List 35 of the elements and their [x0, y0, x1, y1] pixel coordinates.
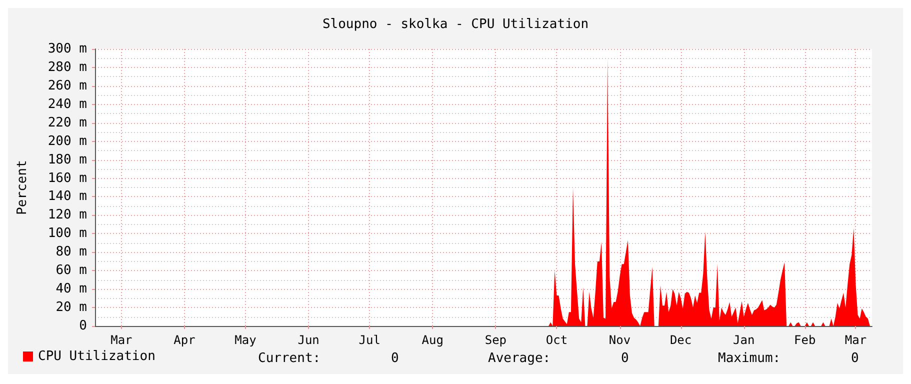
- y-tick-label: 220 m: [48, 115, 88, 130]
- text: Current: 0: [258, 351, 399, 366]
- x-tick-label: Mar: [844, 333, 867, 347]
- y-tick-label: 80 m: [56, 244, 88, 260]
- y-tick-label: 160 m: [48, 170, 88, 186]
- y-tick-label: 60 m: [56, 263, 88, 278]
- x-tick-label: Aug: [422, 333, 444, 347]
- y-tick-label: 120 m: [48, 208, 88, 223]
- x-tick-label: Dec: [670, 333, 692, 347]
- text: Average: 0: [488, 351, 629, 366]
- x-tick-label: Oct: [546, 333, 568, 347]
- y-tick-label: 240 m: [48, 96, 88, 112]
- y-tick-label: 280 m: [48, 60, 88, 75]
- chart-title: Sloupno - skolka - CPU Utilization: [322, 17, 589, 32]
- y-tick-label: 40 m: [56, 282, 88, 297]
- y-tick-label: 200 m: [48, 134, 88, 149]
- x-tick-label: Nov: [608, 333, 631, 347]
- y-tick-label: 180 m: [48, 152, 88, 168]
- y-tick-label: 300 m: [48, 42, 88, 56]
- x-tick-label: May: [234, 333, 256, 347]
- y-tick-label: 140 m: [48, 189, 88, 204]
- y-axis-title: Percent: [15, 160, 30, 215]
- y-tick-label: 100 m: [48, 226, 88, 242]
- x-tick-label: Apr: [174, 333, 196, 347]
- x-tick-label: Sep: [484, 333, 507, 347]
- y-tick-label: 20 m: [56, 300, 88, 316]
- y-tick-label: 0: [79, 318, 87, 334]
- y-tick-label: 260 m: [48, 78, 88, 94]
- text: Maximum: 0: [718, 351, 859, 366]
- legend-label: CPU Utilization: [38, 349, 156, 364]
- x-tick-label: Jan: [733, 333, 755, 347]
- x-tick-label: Jun: [298, 333, 320, 347]
- x-tick-label: Mar: [110, 333, 132, 347]
- x-tick-label: Jul: [358, 333, 380, 347]
- x-tick-label: Feb: [794, 333, 816, 347]
